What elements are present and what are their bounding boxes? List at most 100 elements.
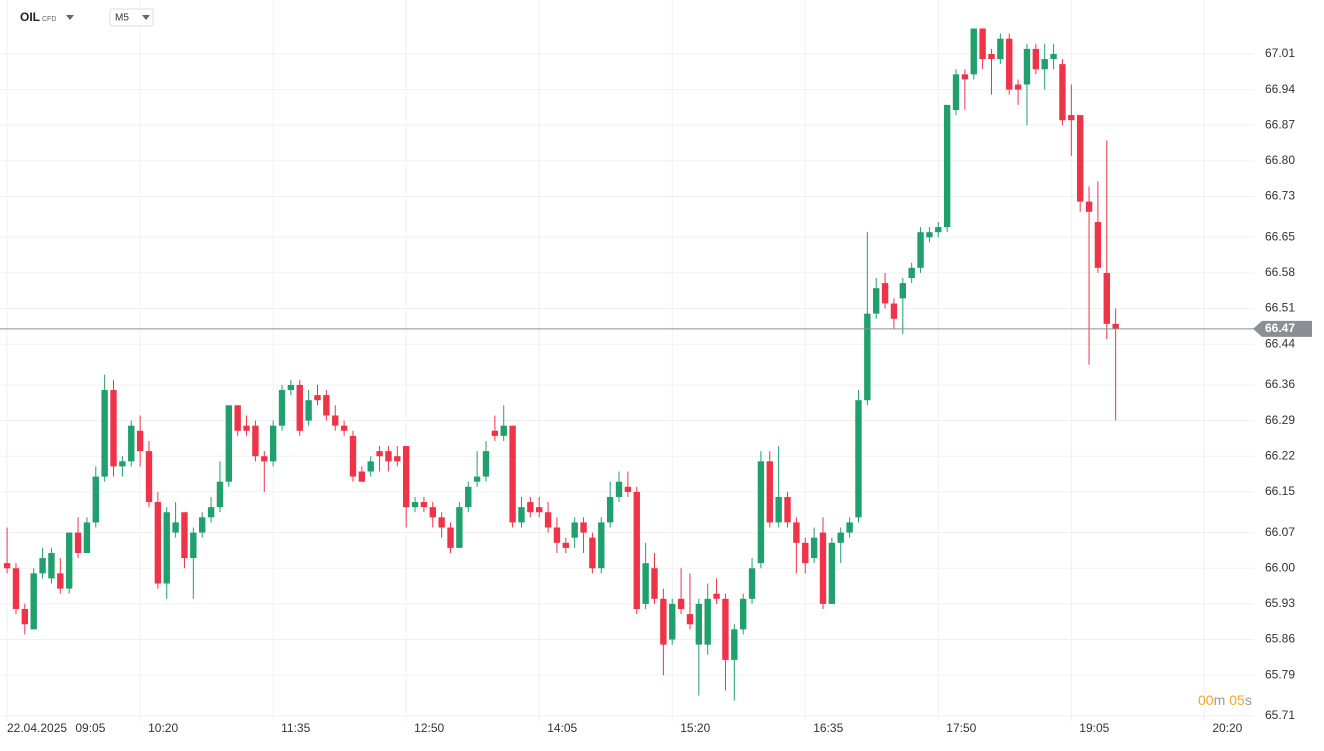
y-tick-label: 66.36 [1265, 377, 1295, 391]
candle-body [163, 512, 170, 584]
candle-body [580, 522, 587, 533]
candle-body [207, 507, 215, 518]
candle-body [704, 598, 711, 645]
candle-body [766, 461, 773, 523]
candle-body [988, 53, 995, 60]
x-tick-label: 09:05 [75, 721, 105, 735]
timeframe-box[interactable] [109, 8, 154, 27]
candle-body [633, 491, 640, 609]
y-tick-label: 65.93 [1265, 596, 1295, 610]
candle-body [775, 496, 782, 523]
candle-body [713, 593, 720, 599]
instrument[interactable]: OIL [20, 10, 40, 24]
candle-body [30, 573, 37, 630]
candle-body [1032, 48, 1040, 70]
y-tick-label: 67.01 [1265, 46, 1295, 60]
timeframe-dropdown[interactable] [142, 15, 150, 20]
candle-body [385, 451, 392, 462]
candle-body [287, 384, 295, 391]
candle-body [1023, 48, 1031, 85]
y-tick-label: 65.71 [1265, 708, 1295, 722]
candle-body [846, 522, 853, 533]
candle-body [1068, 115, 1075, 121]
candle-body [136, 430, 144, 452]
candle-body [465, 486, 472, 508]
x-tick-label: 14:05 [547, 721, 577, 735]
y-tick-label: 66.15 [1265, 484, 1295, 498]
candle-body [952, 74, 960, 110]
candle-body [873, 288, 880, 314]
timeframe[interactable]: M5 [115, 13, 129, 24]
x-tick-label: 17:50 [946, 721, 976, 735]
date-label: 22.04.2025 [7, 721, 67, 735]
countdown-m: m [1214, 692, 1226, 708]
candle-body [1014, 84, 1022, 90]
candle-body [429, 507, 436, 518]
x-tick-label: 10:20 [148, 721, 178, 735]
candle-body [828, 542, 836, 604]
candle-body [544, 512, 552, 528]
candle-body [39, 558, 46, 574]
candle-body [332, 415, 339, 426]
candle-body [128, 425, 135, 462]
candle-body [571, 522, 578, 538]
candle-body [1006, 38, 1013, 90]
y-tick-label: 66.51 [1265, 301, 1295, 315]
candle-body [278, 390, 286, 426]
candle-body [651, 568, 658, 599]
candle-body [509, 425, 516, 523]
candle-body [979, 28, 986, 60]
candle-body [101, 390, 108, 477]
candle-body [83, 522, 91, 553]
candle-body [65, 532, 73, 589]
y-tick-label: 66.22 [1265, 448, 1295, 462]
candle-body [606, 496, 614, 523]
countdown-minutes: 00 [1198, 692, 1214, 708]
candle-body [997, 38, 1004, 60]
candle-body [394, 456, 401, 462]
candle-body [438, 517, 445, 528]
y-tick-label: 66.58 [1265, 265, 1295, 279]
candle-body [1103, 272, 1110, 324]
candle-body [935, 227, 942, 233]
candle-body [642, 563, 649, 604]
candle-body [660, 598, 667, 645]
candle-body [190, 532, 197, 559]
candle-body [402, 446, 410, 508]
candle-body [199, 517, 206, 533]
candle-body [349, 435, 357, 477]
candle-body [562, 542, 570, 548]
candle-body [881, 283, 889, 304]
candle-body [757, 461, 765, 564]
candle-body [473, 476, 481, 482]
candle-body [1059, 64, 1066, 121]
candle-body [739, 598, 747, 630]
candle-body [686, 614, 694, 625]
candle-body [181, 512, 188, 559]
candle-body [1041, 59, 1048, 70]
candle-body [943, 104, 951, 228]
y-tick-label: 66.65 [1265, 229, 1295, 243]
candle-body [225, 405, 232, 482]
candle-body [864, 313, 871, 401]
candle-body [154, 502, 162, 584]
candle-body [518, 507, 525, 523]
candle-body [376, 451, 383, 457]
candle-body [722, 598, 729, 660]
candle-body [482, 451, 490, 477]
instrument-dropdown[interactable] [66, 15, 74, 20]
y-tick-label: 66.80 [1265, 153, 1295, 167]
candle-body [553, 527, 561, 543]
candle-body [677, 598, 685, 609]
candles [0, 28, 1254, 701]
candle-body [899, 283, 907, 299]
candle-body [305, 400, 312, 421]
x-tick-label: 20:20 [1212, 721, 1242, 735]
x-tick-label: 11:35 [281, 721, 310, 735]
candle-body [810, 537, 818, 559]
candle-body [447, 527, 454, 548]
countdown-s: s [1245, 692, 1252, 708]
candle-body [411, 502, 419, 508]
candle-body [527, 502, 534, 513]
